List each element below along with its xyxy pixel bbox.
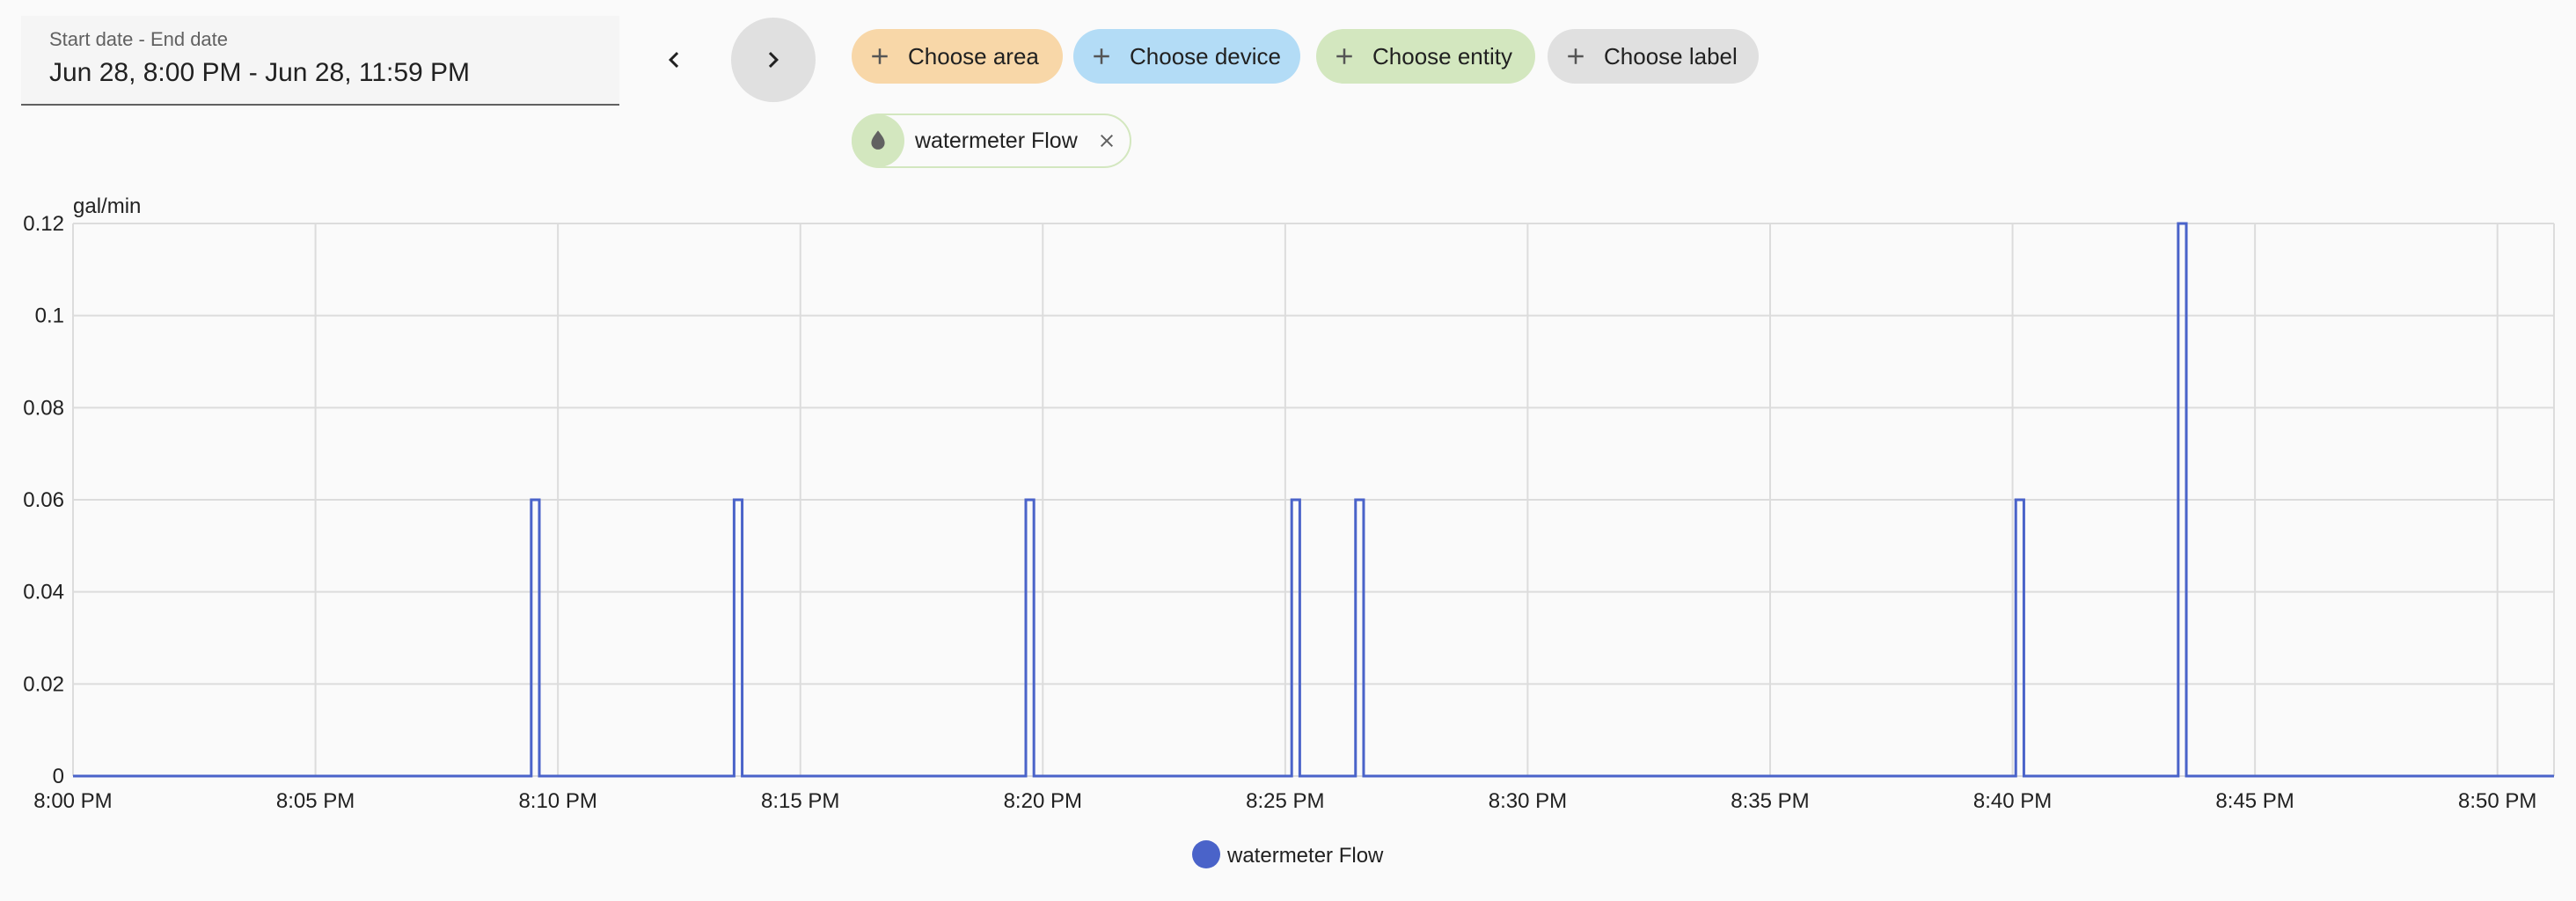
legend-label: watermeter Flow (1226, 844, 1384, 868)
legend-swatch (1192, 840, 1220, 868)
plus-icon (852, 43, 908, 70)
y-tick-label: 0 (53, 765, 64, 788)
close-icon (1100, 135, 1113, 147)
x-tick-label: 8:35 PM (1731, 789, 1809, 813)
chart-legend[interactable]: watermeter Flow (1192, 840, 1384, 868)
plus-icon (1548, 43, 1604, 70)
y-tick-label: 0.1 (35, 304, 64, 328)
y-tick-label: 0.06 (23, 488, 64, 512)
date-range-value: Jun 28, 8:00 PM - Jun 28, 11:59 PM (49, 58, 471, 87)
selected-entity-name: watermeter Flow (915, 128, 1078, 153)
choose-entity-label: Choose entity (1372, 42, 1512, 70)
choose-device-label: Choose device (1130, 42, 1281, 70)
y-axis-unit-label: gal/min (73, 194, 141, 218)
chevron-left-icon (669, 52, 679, 68)
choose-area-label: Choose area (908, 42, 1039, 70)
series-line-watermeter-flow (73, 222, 2554, 778)
previous-period-button[interactable] (632, 18, 716, 102)
x-tick-label: 8:05 PM (276, 789, 355, 813)
chart-grid (72, 223, 2555, 777)
y-tick-label: 0.02 (23, 672, 64, 696)
x-tick-label: 8:25 PM (1246, 789, 1324, 813)
y-axis-ticks: 0 0.02 0.04 0.06 0.08 0.1 0.12 (23, 212, 64, 788)
choose-label-button[interactable]: Choose label (1548, 29, 1759, 84)
choose-entity-button[interactable]: Choose entity (1316, 29, 1535, 84)
choose-area-button[interactable]: Choose area (852, 29, 1063, 84)
x-tick-label: 8:15 PM (761, 789, 839, 813)
x-tick-label: 8:20 PM (1004, 789, 1082, 813)
plus-icon (1073, 43, 1130, 70)
water-drop-icon (852, 114, 904, 167)
choose-label-label: Choose label (1604, 42, 1738, 70)
y-tick-label: 0.12 (23, 212, 64, 236)
x-tick-label: 8:30 PM (1489, 789, 1567, 813)
choose-device-button[interactable]: Choose device (1073, 29, 1300, 84)
x-axis-ticks: 8:00 PM 8:05 PM 8:10 PM 8:15 PM 8:20 PM 8:25 … (33, 789, 2536, 813)
date-range-caption: Start date - End date (49, 28, 229, 50)
selected-entity-chip[interactable]: watermeter Flow (852, 114, 1131, 168)
x-tick-label: 8:00 PM (33, 789, 112, 813)
date-range-picker[interactable]: Start date - End date Jun 28, 8:00 PM - … (21, 16, 619, 106)
x-tick-label: 8:10 PM (518, 789, 596, 813)
y-tick-label: 0.08 (23, 396, 64, 420)
x-tick-label: 8:45 PM (2215, 789, 2294, 813)
chevron-right-icon (768, 52, 779, 68)
remove-entity-button[interactable] (1094, 128, 1120, 154)
x-tick-label: 8:50 PM (2458, 789, 2536, 813)
x-tick-label: 8:40 PM (1973, 789, 2052, 813)
y-tick-label: 0.04 (23, 581, 64, 604)
next-period-button[interactable] (731, 18, 816, 102)
plus-icon (1316, 43, 1372, 70)
